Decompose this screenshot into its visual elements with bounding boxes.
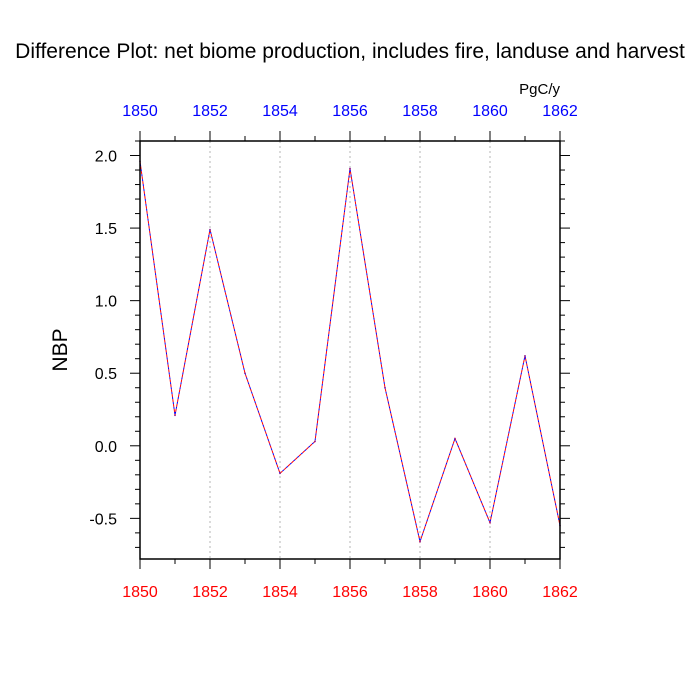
y-tick-label: 2.0 xyxy=(95,149,117,166)
x-tick-label-top: 1862 xyxy=(542,103,578,120)
x-tick-label-bottom: 1858 xyxy=(402,584,438,601)
data-point xyxy=(314,440,316,443)
data-point xyxy=(209,228,211,231)
x-tick-label-top: 1852 xyxy=(192,103,228,120)
y-tick-label: 0.0 xyxy=(95,439,117,456)
data-point xyxy=(244,372,246,375)
x-tick-label-top: 1858 xyxy=(402,103,438,120)
data-point xyxy=(279,472,281,475)
x-tick-label-bottom: 1860 xyxy=(472,584,508,601)
y-tick-label: 1.5 xyxy=(95,221,117,238)
data-point xyxy=(384,386,386,389)
chart-title: Difference Plot: net biome production, i… xyxy=(15,40,685,63)
data-point xyxy=(174,414,176,417)
axis-ticks xyxy=(130,131,570,569)
x-tick-label-top: 1850 xyxy=(122,103,158,120)
data-point xyxy=(454,437,456,440)
x-tick-label-bottom: 1862 xyxy=(542,584,578,601)
x-tick-label-bottom: 1850 xyxy=(122,584,158,601)
x-tick-label-bottom: 1852 xyxy=(192,584,228,601)
y-axis-label: NBP xyxy=(49,328,72,371)
x-tick-label-bottom: 1854 xyxy=(262,584,298,601)
x-tick-label-top: 1860 xyxy=(472,103,508,120)
x-tick-label-bottom: 1856 xyxy=(332,584,368,601)
data-point xyxy=(419,540,421,543)
data-point xyxy=(349,167,351,170)
data-point xyxy=(524,355,526,357)
x-tick-label-top: 1854 xyxy=(262,103,298,120)
y-tick-label: 1.0 xyxy=(95,294,117,311)
grid-lines xyxy=(209,141,491,559)
axis-tick-labels: 1850 1850 1852 1852 1854 1854 1856 1856 1858 1858… xyxy=(89,103,577,601)
data-point xyxy=(489,521,491,524)
y-tick-label: 0.5 xyxy=(95,366,117,383)
y-tick-label: -0.5 xyxy=(89,511,117,528)
units-label: PgC/y xyxy=(519,81,560,98)
x-tick-label-top: 1856 xyxy=(332,103,368,120)
